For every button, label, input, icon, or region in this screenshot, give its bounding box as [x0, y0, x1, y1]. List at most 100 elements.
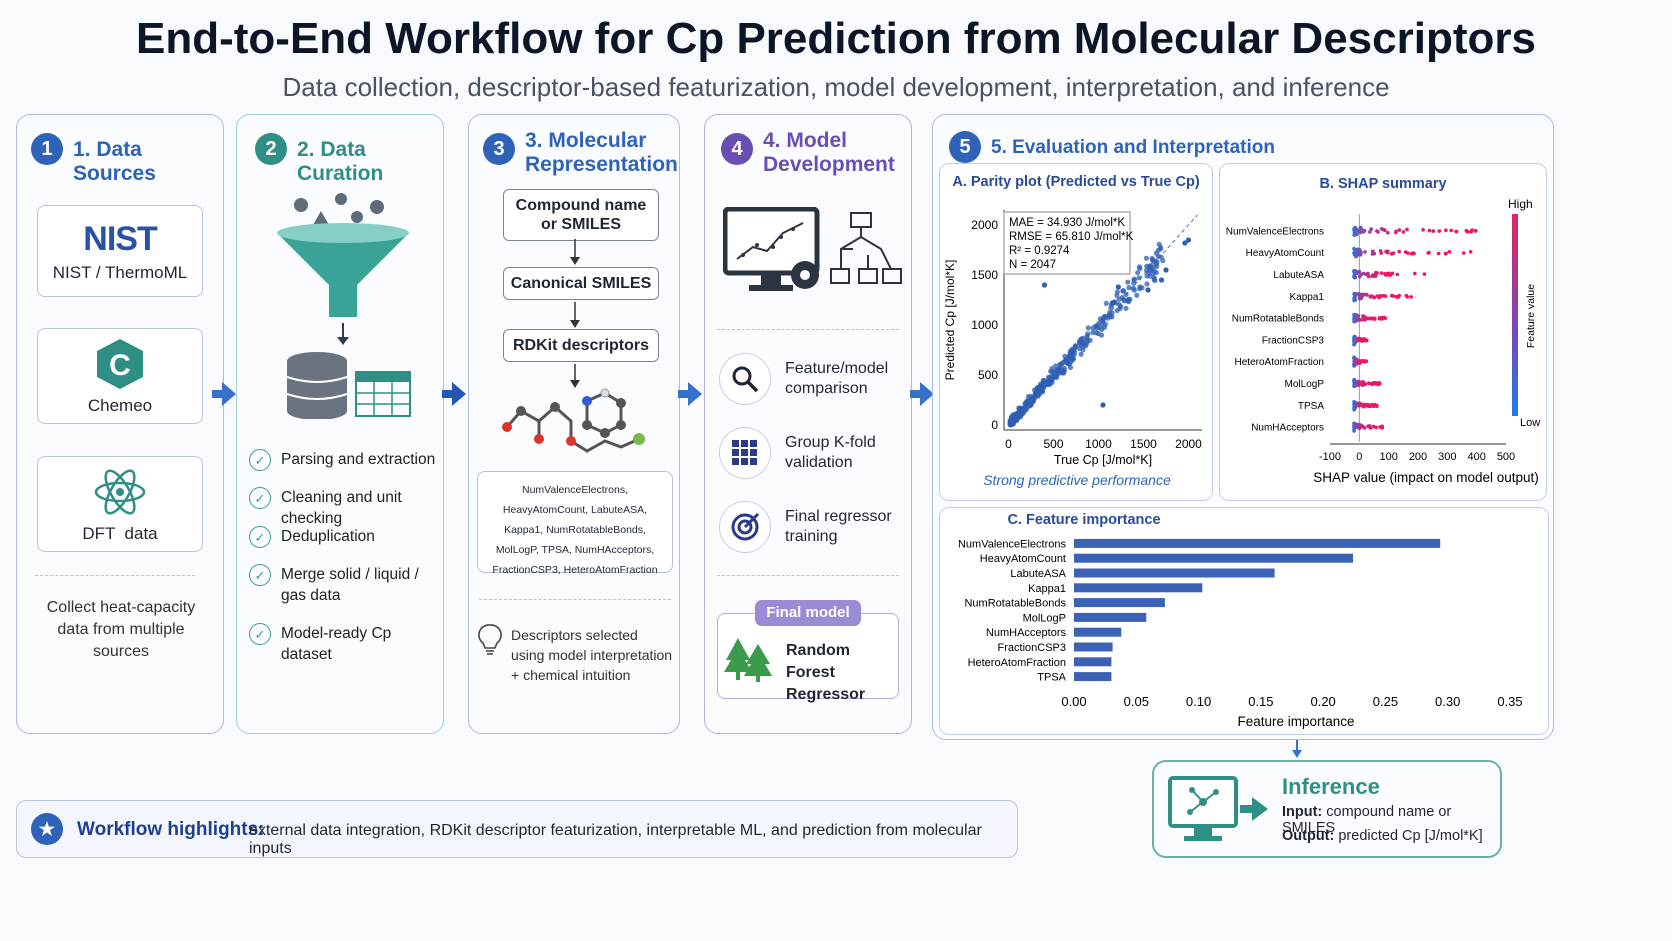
scatter-point [1150, 270, 1156, 277]
check-icon: ✓ [249, 487, 271, 509]
descriptor-list: NumValenceElectrons, HeavyAtomCount, Lab… [477, 471, 673, 576]
divider [479, 599, 671, 600]
scatter-point [1136, 264, 1142, 270]
scatter-point [1041, 379, 1047, 385]
shap-point [1386, 249, 1390, 253]
shap-point [1359, 296, 1363, 300]
scatter-point [1062, 353, 1068, 359]
scatter-point [1080, 347, 1086, 353]
feature-label: HeteroAtomFraction [1235, 357, 1324, 368]
atom-icon [94, 469, 146, 515]
final-model-badge: Final model [755, 600, 861, 626]
scatter-point [1114, 289, 1120, 295]
chemeo-hexagon-icon: C [97, 339, 143, 389]
panel-data-curation: 2 2. Data Curation ✓ Parsing and extracti… [236, 114, 444, 734]
scatter-point [1131, 280, 1137, 286]
scatter-point [1185, 237, 1192, 243]
panel-evaluation: 5 5. Evaluation and Interpretation A. Pa… [932, 114, 1554, 740]
scatter-point [1116, 296, 1122, 302]
scatter-point [1125, 299, 1132, 305]
stats-line: R² = 0.9274 [1009, 245, 1070, 257]
scatter-point [1116, 302, 1122, 308]
x-tick-label: 100 [1379, 451, 1397, 463]
shap-point [1369, 227, 1373, 231]
shap-point [1360, 380, 1365, 384]
y-tick-label: 0 [991, 418, 998, 432]
step-badge: 2 [255, 133, 287, 165]
importance-bar [1074, 598, 1165, 608]
scatter-point [1121, 298, 1127, 304]
x-tick-label: 300 [1438, 451, 1456, 463]
shap-point [1404, 293, 1409, 298]
x-tick-label: 1000 [1085, 437, 1112, 451]
scatter-point [1131, 276, 1137, 282]
importance-bar [1074, 657, 1112, 667]
dev-step: Feature/model comparison [719, 353, 895, 405]
bar-label: HeavyAtomCount [980, 553, 1066, 565]
shap-point [1352, 402, 1356, 407]
feature-value-colorbar [1512, 214, 1518, 416]
source-nist: NIST NIST / ThermoML [37, 205, 203, 297]
shap-point [1355, 314, 1359, 318]
inference-output: Output: predicted Cp [J/mol*K] [1282, 828, 1483, 844]
panel-header: 3 3. Molecular Representation [483, 129, 678, 177]
shap-point [1370, 273, 1375, 277]
highlights-label: Workflow highlights: [77, 819, 265, 840]
scatter-point [1123, 305, 1129, 311]
shap-point [1380, 316, 1385, 320]
stats-box [1003, 211, 1131, 275]
shap-point [1375, 271, 1379, 275]
shap-point [1356, 292, 1361, 296]
scatter-point [1100, 402, 1106, 408]
step-badge: 3 [483, 133, 515, 165]
inference-card: Inference Input: compound name or SMILES… [1152, 760, 1502, 858]
y-tick-label: 1000 [971, 318, 998, 332]
shap-point [1397, 228, 1402, 232]
scatter-point [1144, 281, 1150, 287]
feature-label: NumRotatableBonds [1232, 314, 1324, 325]
scatter-point [1137, 284, 1143, 290]
panel-header: 5 5. Evaluation and Interpretation [949, 131, 1275, 163]
bar-label: NumValenceElectrons [958, 538, 1067, 550]
x-tick-label: 0 [1005, 437, 1012, 451]
flow-box-canonical: Canonical SMILES [503, 267, 659, 300]
shap-point [1469, 230, 1473, 234]
scatter-point [1085, 325, 1091, 331]
shap-point [1363, 250, 1367, 254]
scatter-point [1097, 325, 1103, 331]
scatter-point [1072, 343, 1078, 349]
scatter-point [1038, 385, 1044, 391]
shap-chart: NumValenceElectrons HeavyAtomCount LabuteA… [1226, 197, 1540, 485]
feature-label: NumValenceElectrons [1226, 226, 1324, 237]
shap-point [1426, 251, 1430, 255]
step-badge: 1 [31, 133, 63, 165]
shap-point [1422, 272, 1427, 276]
scatter-point [1078, 351, 1084, 357]
scatter-point [1163, 267, 1169, 273]
shap-point [1367, 381, 1371, 385]
shap-point [1444, 228, 1448, 232]
flow-arrow [212, 382, 236, 406]
scatter-point [1047, 381, 1053, 387]
scatter-point [1153, 258, 1159, 264]
x-tick-label: 2000 [1175, 437, 1202, 451]
feature-label: TPSA [1298, 401, 1324, 412]
down-arrow-icon [570, 364, 580, 388]
shap-point [1368, 230, 1372, 234]
shap-point [1462, 251, 1466, 255]
magnifier-icon [719, 353, 771, 405]
shap-point [1358, 253, 1363, 257]
shap-point [1375, 294, 1379, 298]
importance-bar [1074, 553, 1353, 563]
stats-line: RMSE = 65.810 J/mol*K [1009, 231, 1134, 243]
descriptor-note: Descriptors selected using model interpr… [511, 627, 673, 683]
panel-header: 1 1. Data Sources [31, 133, 223, 186]
shap-point [1352, 379, 1356, 383]
chemeo-logo: C [109, 349, 131, 382]
page-title: End-to-End Workflow for Cp Prediction fr… [136, 14, 1536, 63]
scatter-point [1008, 415, 1014, 421]
shap-point [1356, 247, 1360, 252]
shap-point [1352, 342, 1356, 347]
scatter-point [1026, 397, 1032, 403]
divider [35, 575, 195, 576]
